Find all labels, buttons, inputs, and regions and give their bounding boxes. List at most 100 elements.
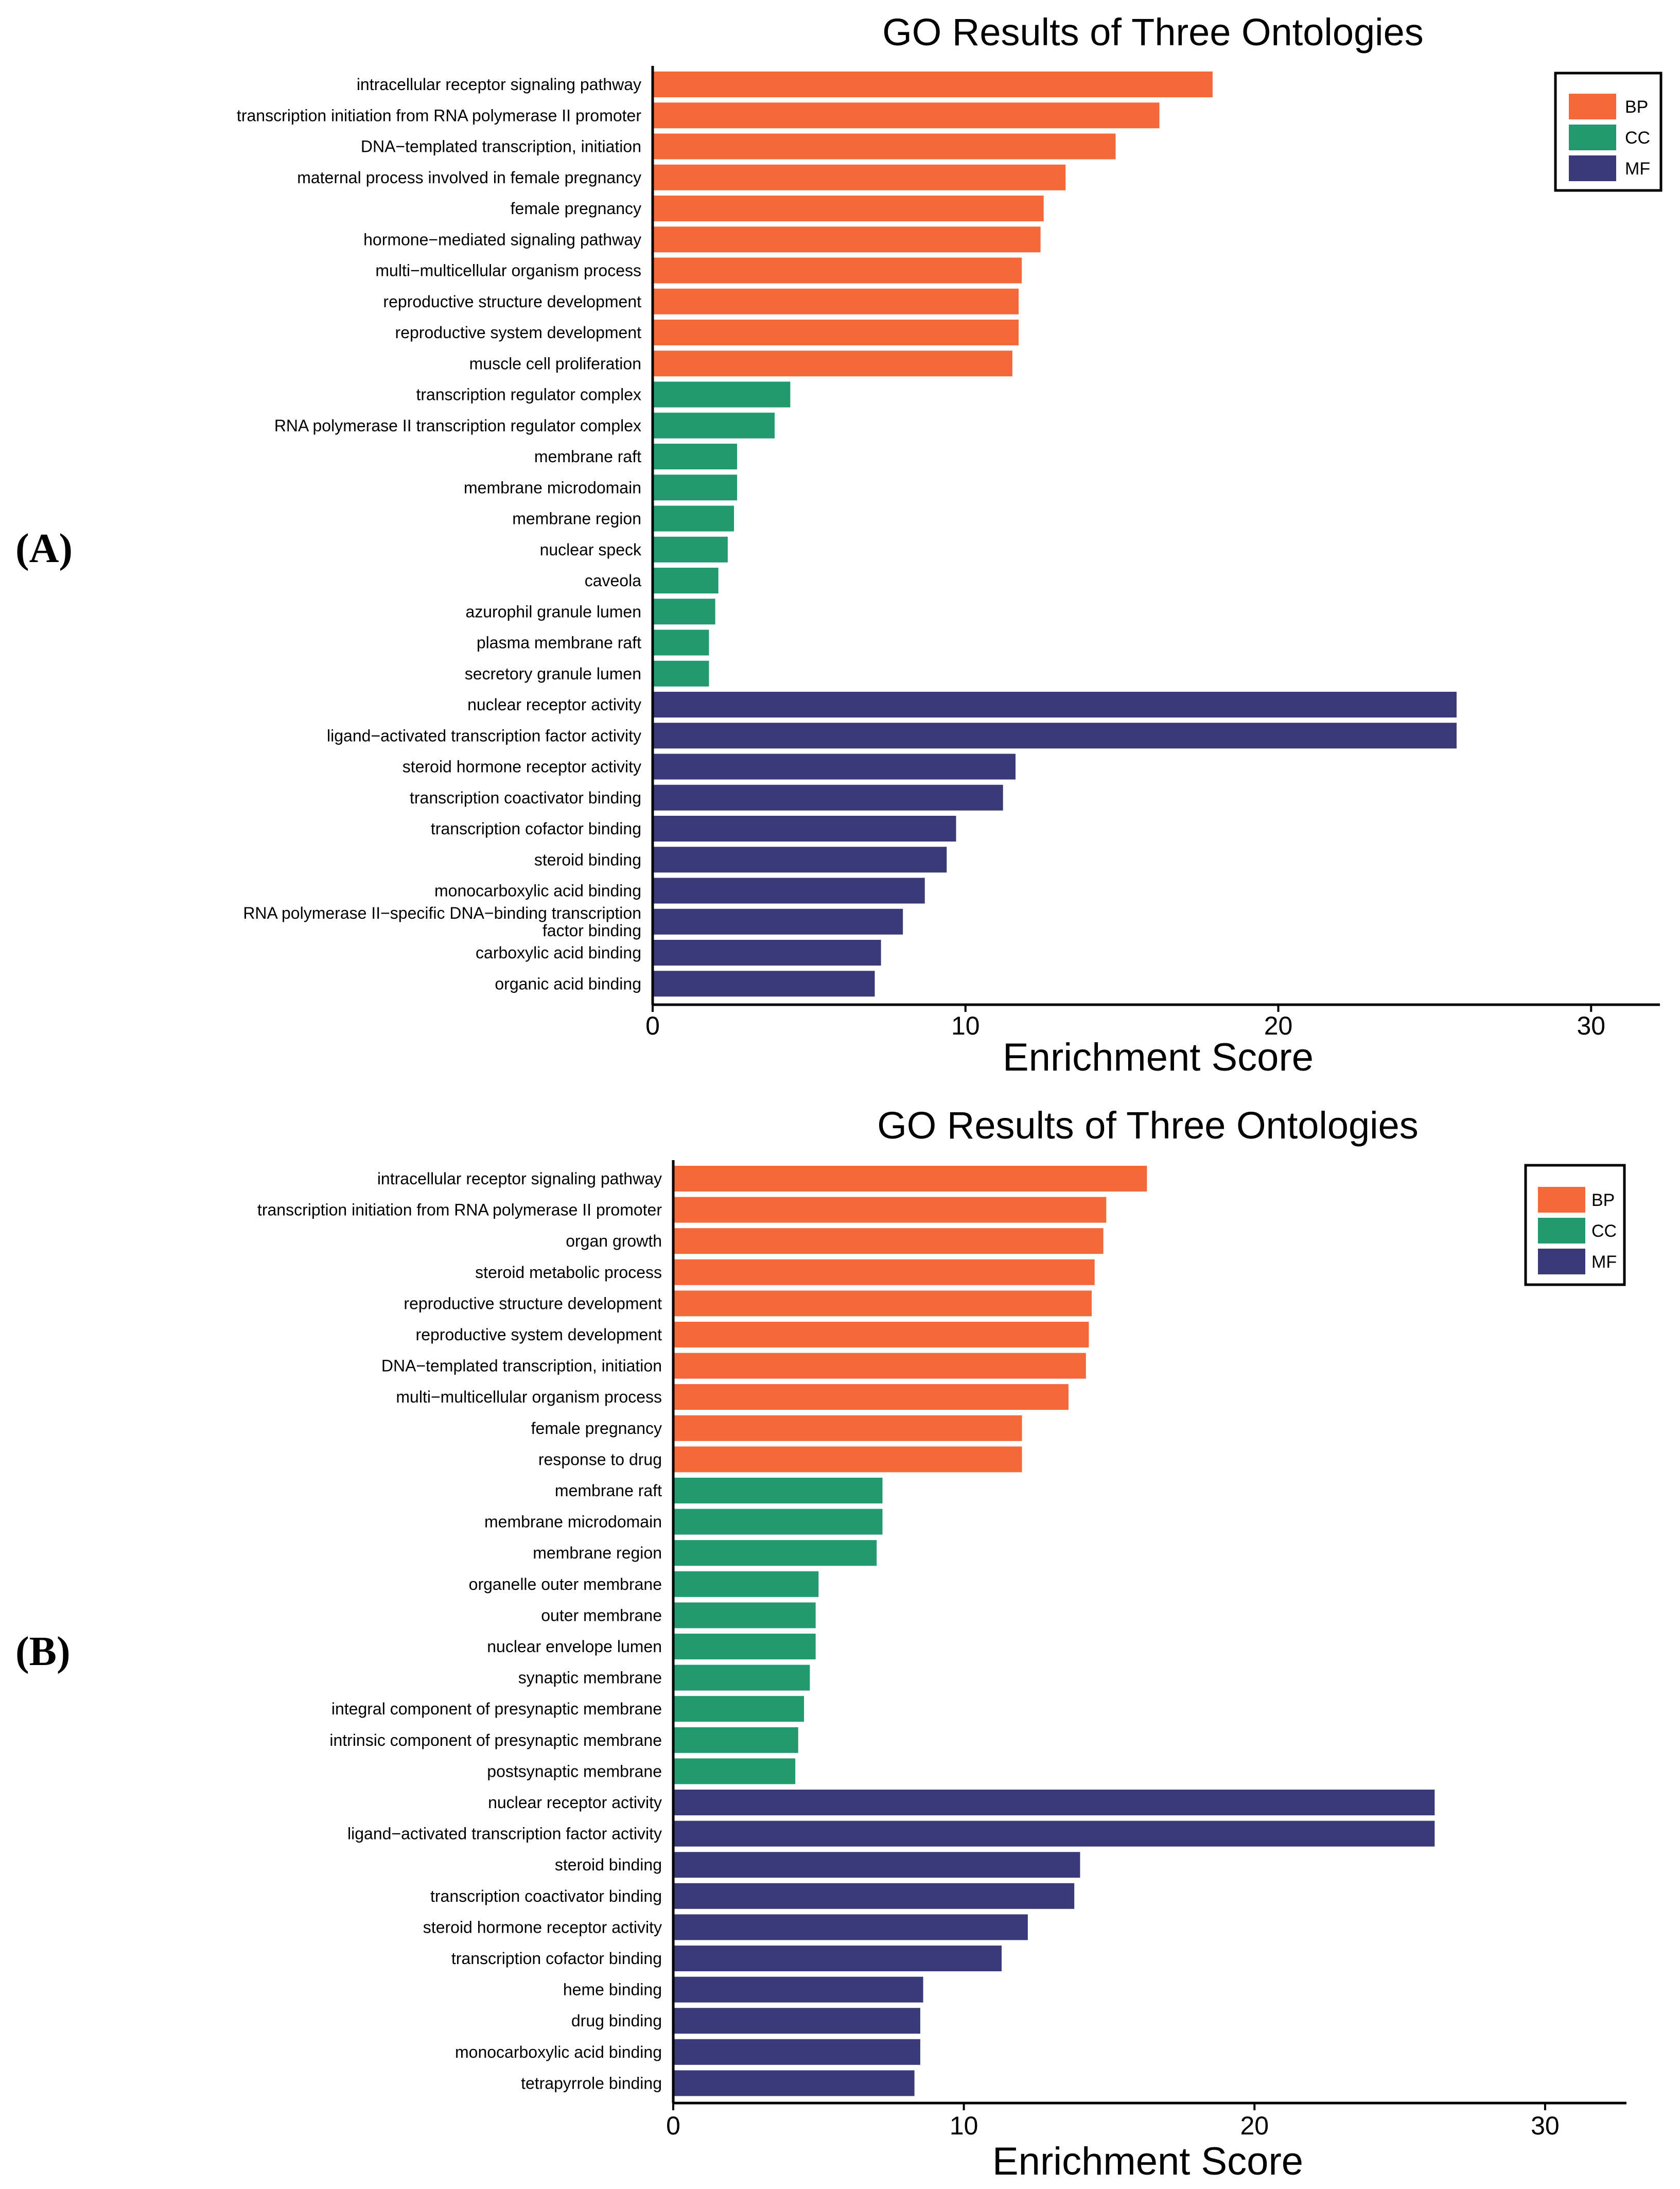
panel-b-x-ticks: 0 10 20 30 [666,2103,1560,2140]
category-label-b-22: ligand−activated transcription factor ac… [347,1825,662,1843]
bar-a-22 [653,723,1457,749]
bar-b-3 [673,1228,1104,1254]
panel-b-bars [673,1166,1435,2096]
bar-a-19 [653,629,709,656]
category-label-b-4: steroid metabolic process [475,1263,662,1282]
bar-b-18 [673,1696,804,1722]
category-label-b-30: tetrapyrrole binding [521,2074,662,2092]
x-tick-label-a-10: 10 [951,1011,980,1040]
category-label-b-13: membrane region [533,1544,662,1562]
bar-b-26 [673,1946,1002,1971]
panel-a: (A) GO Results of Three Ontologies intra… [15,11,1662,1079]
bar-b-25 [673,1914,1028,1940]
category-label-b-8: multi−multicellular organism process [396,1388,662,1406]
bar-a-9 [653,320,1019,345]
bar-a-15 [653,505,734,532]
panel-b-legend-swatch-bp [1538,1187,1585,1213]
panel-b-legend-swatch-mf [1538,1249,1585,1274]
bar-a-24 [653,784,1003,811]
panel-a-x-ticks: 0 10 20 30 [645,1005,1605,1040]
bar-a-25 [653,816,956,842]
bar-b-20 [673,1758,796,1784]
category-label-a-14: membrane microdomain [464,478,641,497]
category-label-a-1: intracellular receptor signaling pathway [357,75,641,94]
bar-b-2 [673,1197,1107,1223]
x-tick-label-a-0: 0 [645,1011,660,1040]
bar-b-30 [673,2070,915,2096]
category-label-a-20: secretory granule lumen [465,664,641,683]
bar-a-29 [653,940,881,966]
category-label-a-17: caveola [585,571,642,590]
category-label-b-29: monocarboxylic acid binding [455,2043,662,2061]
bar-a-6 [653,226,1041,253]
bar-a-30 [653,971,875,997]
category-label-b-6: reproductive system development [416,1325,662,1344]
category-label-a-28: RNA polymerase II−specific DNA−binding t… [243,904,641,940]
category-label-b-14: organelle outer membrane [469,1575,662,1593]
category-label-b-9: female pregnancy [531,1419,662,1438]
x-tick-label-a-30: 30 [1577,1011,1605,1040]
category-label-b-12: membrane microdomain [484,1513,662,1531]
panel-b: (B) GO Results of Three Ontologies intra… [15,1104,1626,2183]
category-label-a-26: steroid binding [534,850,641,869]
category-label-a-21: nuclear receptor activity [467,695,641,714]
bar-b-9 [673,1415,1022,1441]
category-label-a-3: DNA−templated transcription, initiation [361,137,641,156]
bar-b-24 [673,1883,1075,1909]
bar-a-2 [653,102,1160,129]
bar-a-27 [653,878,925,904]
bar-b-21 [673,1790,1435,1815]
bar-a-4 [653,164,1066,190]
category-label-a-19: plasma membrane raft [477,634,641,652]
panel-a-legend-swatch-bp [1569,94,1616,119]
bar-a-13 [653,444,738,469]
bar-a-5 [653,196,1044,221]
panel-b-title: GO Results of Three Ontologies [877,1104,1419,1147]
category-label-b-11: membrane raft [555,1481,662,1500]
panel-a-legend-label-cc: CC [1625,128,1650,148]
category-label-a-24: transcription coactivator binding [410,789,641,807]
bar-a-23 [653,754,1016,780]
category-label-b-23: steroid binding [555,1855,662,1874]
category-label-b-15: outer membrane [541,1606,662,1624]
bar-a-16 [653,536,728,563]
category-label-a-16: nuclear speck [540,540,642,559]
panel-b-legend: BP CC MF [1524,1164,1626,1286]
category-label-a-15: membrane region [512,510,641,528]
category-label-a-30: organic acid binding [495,974,641,993]
category-label-a-18: azurophil granule lumen [465,602,641,621]
panel-a-legend-label-bp: BP [1625,97,1648,117]
bar-b-12 [673,1509,883,1535]
category-label-a-23: steroid hormone receptor activity [402,758,641,776]
category-label-a-25: transcription cofactor binding [431,819,641,838]
bar-b-6 [673,1322,1089,1347]
category-label-b-19: intrinsic component of presynaptic membr… [329,1731,662,1749]
bar-b-7 [673,1353,1086,1379]
category-label-b-18: integral component of presynaptic membra… [331,1700,662,1718]
x-tick-label-b-10: 10 [950,2111,978,2140]
x-tick-label-a-20: 20 [1264,1011,1293,1040]
bar-b-5 [673,1290,1092,1317]
panel-a-title: GO Results of Three Ontologies [882,11,1424,54]
category-label-b-5: reproductive structure development [404,1294,662,1312]
panel-a-legend-swatch-mf [1569,155,1616,181]
bar-b-23 [673,1852,1080,1878]
bar-a-1 [653,72,1213,97]
panel-a-x-axis-title: Enrichment Score [1003,1036,1314,1079]
category-label-a-22: ligand−activated transcription factor ac… [327,726,641,745]
panel-b-label: (B) [15,1629,71,1674]
category-label-a-6: hormone−mediated signaling pathway [363,230,641,249]
category-label-b-10: response to drug [538,1450,662,1468]
bar-a-7 [653,257,1022,284]
panel-b-x-axis-title: Enrichment Score [992,2140,1303,2183]
bar-b-13 [673,1540,877,1566]
panel-a-category-labels: intracellular receptor signaling pathway… [237,75,642,993]
panel-b-legend-label-cc: CC [1591,1221,1617,1241]
bar-b-15 [673,1602,816,1628]
bar-b-16 [673,1634,816,1659]
bar-b-11 [673,1478,883,1503]
bar-b-27 [673,1976,923,2003]
bar-b-4 [673,1259,1095,1285]
category-label-a-2: transcription initiation from RNA polyme… [237,106,641,125]
